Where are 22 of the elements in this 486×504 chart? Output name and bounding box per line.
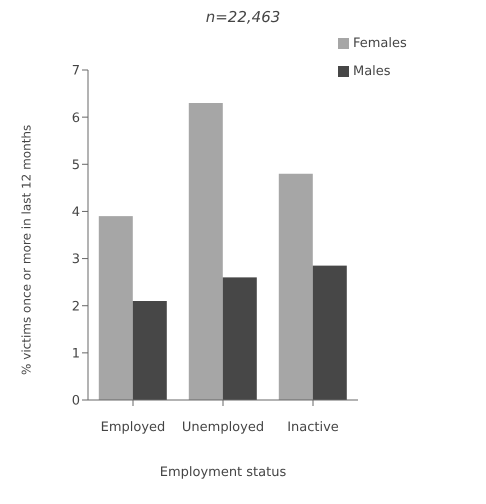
y-tick-label: 7: [72, 64, 80, 79]
y-tick-label: 6: [72, 110, 80, 126]
chart-title: n=22,463: [204, 8, 282, 28]
y-tick-label: 3: [72, 252, 80, 268]
y-tick-label: 1: [72, 346, 80, 362]
legend-label: Females: [353, 36, 407, 51]
y-tick-label: 5: [72, 158, 80, 173]
y-tick-label: 0: [72, 394, 80, 409]
x-axis-title: Employment status: [160, 465, 286, 480]
legend-label: Males: [353, 64, 391, 79]
bar: [278, 174, 313, 400]
x-tick-label: Inactive: [287, 420, 339, 436]
y-tick-label: 4: [72, 205, 80, 220]
x-tick-label: Unemployed: [182, 420, 264, 436]
x-tick-label: Employed: [100, 420, 166, 436]
bar: [188, 103, 223, 400]
bar: [132, 301, 167, 400]
bar: [222, 277, 257, 400]
y-tick-label: 2: [72, 299, 80, 314]
bar: [98, 216, 133, 400]
y-axis-title: % victims once or more in last 12 months: [19, 124, 34, 375]
bar: [312, 266, 347, 400]
